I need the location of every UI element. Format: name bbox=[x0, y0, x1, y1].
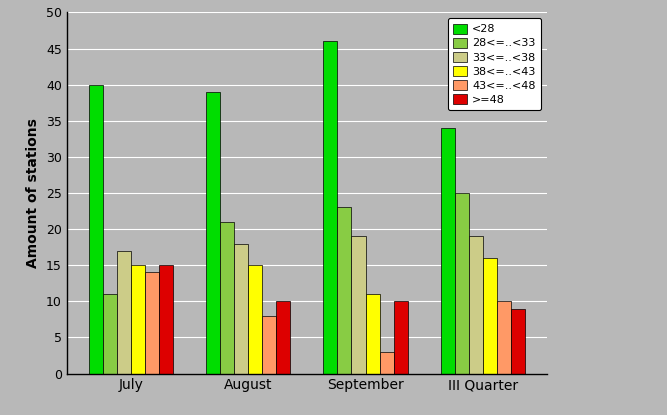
Bar bbox=[159, 265, 173, 374]
Y-axis label: Amount of stations: Amount of stations bbox=[26, 118, 40, 268]
Bar bbox=[276, 301, 290, 374]
Bar bbox=[338, 208, 352, 374]
Bar bbox=[469, 236, 483, 374]
Bar bbox=[206, 92, 220, 374]
Bar bbox=[220, 222, 234, 374]
Bar bbox=[455, 193, 469, 374]
Bar bbox=[234, 244, 248, 374]
Bar bbox=[89, 85, 103, 374]
Bar bbox=[483, 258, 497, 374]
Bar bbox=[145, 272, 159, 374]
Bar bbox=[441, 128, 455, 374]
Bar bbox=[497, 301, 511, 374]
Bar bbox=[323, 42, 338, 374]
Bar bbox=[511, 308, 525, 374]
Bar bbox=[352, 236, 366, 374]
Legend: <28, 28<=..<33, 33<=..<38, 38<=..<43, 43<=..<48, >=48: <28, 28<=..<33, 33<=..<38, 38<=..<43, 43… bbox=[448, 18, 542, 110]
Bar bbox=[131, 265, 145, 374]
Bar bbox=[366, 294, 380, 374]
Bar bbox=[262, 316, 276, 374]
Bar bbox=[380, 352, 394, 374]
Bar bbox=[248, 265, 262, 374]
Bar bbox=[103, 294, 117, 374]
Bar bbox=[394, 301, 408, 374]
Bar bbox=[117, 251, 131, 374]
